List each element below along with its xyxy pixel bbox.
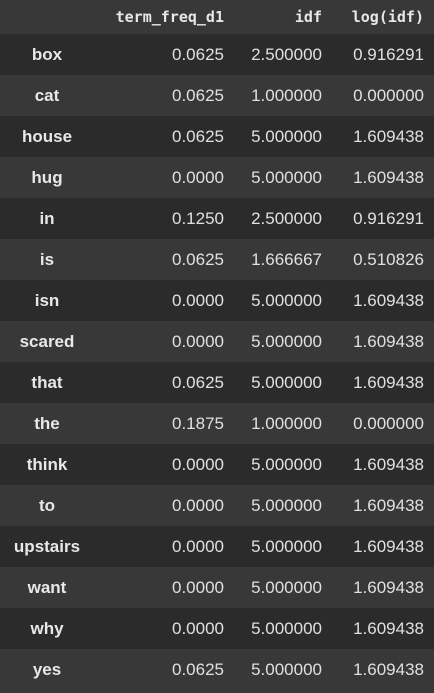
table-row: yes 0.0625 5.000000 1.609438 (0, 649, 434, 690)
cell-log-idf: 1.609438 (353, 454, 424, 474)
cell-idf: 5.000000 (251, 126, 322, 146)
cell-term-freq-d1: 0.0625 (172, 372, 224, 392)
row-index-label: box (31, 44, 63, 64)
cell-idf: 5.000000 (251, 372, 322, 392)
table-row: that 0.0625 5.000000 1.609438 (0, 362, 434, 403)
cell-idf: 1.000000 (251, 85, 322, 105)
table-row: upstairs 0.0000 5.000000 1.609438 (0, 526, 434, 567)
table-row: want 0.0000 5.000000 1.609438 (0, 567, 434, 608)
cell-log-idf: 1.609438 (353, 577, 424, 597)
table-row: hug 0.0000 5.000000 1.609438 (0, 157, 434, 198)
table-header: term_freq_d1 idf log(idf) (0, 0, 434, 34)
cell-idf: 1.000000 (251, 413, 322, 433)
table-row: think 0.0000 5.000000 1.609438 (0, 444, 434, 485)
row-index-label: is (39, 249, 55, 269)
cell-log-idf: 1.609438 (353, 536, 424, 556)
cell-log-idf: 1.609438 (353, 659, 424, 679)
header-row: term_freq_d1 idf log(idf) (0, 0, 434, 34)
table-row: house 0.0625 5.000000 1.609438 (0, 116, 434, 157)
cell-log-idf: 1.609438 (353, 290, 424, 310)
cell-log-idf: 0.916291 (353, 44, 424, 64)
cell-log-idf: 1.609438 (353, 126, 424, 146)
row-index-label: yes (32, 659, 62, 679)
cell-log-idf: 0.000000 (353, 413, 424, 433)
cell-term-freq-d1: 0.1875 (172, 413, 224, 433)
cell-idf: 5.000000 (251, 290, 322, 310)
cell-log-idf: 1.609438 (353, 618, 424, 638)
cell-term-freq-d1: 0.0000 (172, 454, 224, 474)
table-row: why 0.0000 5.000000 1.609438 (0, 608, 434, 649)
cell-idf: 2.500000 (251, 44, 322, 64)
table-row: the 0.1875 1.000000 0.000000 (0, 403, 434, 444)
cell-term-freq-d1: 0.1250 (172, 208, 224, 228)
row-index-label: cat (34, 85, 60, 105)
cell-idf: 5.000000 (251, 167, 322, 187)
table-row: in 0.1250 2.500000 0.916291 (0, 198, 434, 239)
table-row: to 0.0000 5.000000 1.609438 (0, 485, 434, 526)
table-body: box 0.0625 2.500000 0.916291 cat 0.0625 1.0000… (0, 34, 434, 690)
cell-term-freq-d1: 0.0625 (172, 126, 224, 146)
cell-idf: 2.500000 (251, 208, 322, 228)
cell-term-freq-d1: 0.0625 (172, 44, 224, 64)
table-row: cat 0.0625 1.000000 0.000000 (0, 75, 434, 116)
cell-log-idf: 1.609438 (353, 372, 424, 392)
cell-idf: 5.000000 (251, 659, 322, 679)
cell-term-freq-d1: 0.0625 (172, 659, 224, 679)
cell-idf: 5.000000 (251, 618, 322, 638)
row-index-label: to (38, 495, 56, 515)
row-index-label: want (27, 577, 67, 597)
column-header-term-freq-d1: term_freq_d1 (115, 8, 224, 26)
cell-idf: 5.000000 (251, 577, 322, 597)
row-index-label: the (34, 413, 60, 433)
cell-idf: 5.000000 (251, 454, 322, 474)
row-index-label: isn (34, 290, 60, 310)
cell-term-freq-d1: 0.0000 (172, 290, 224, 310)
cell-log-idf: 1.609438 (353, 331, 424, 351)
row-index-label: hug (31, 167, 63, 187)
cell-idf: 5.000000 (251, 495, 322, 515)
row-index-label: that (31, 372, 63, 392)
row-index-label: think (26, 454, 68, 474)
row-index-label: why (30, 618, 64, 638)
cell-log-idf: 0.000000 (353, 85, 424, 105)
cell-log-idf: 1.609438 (353, 495, 424, 515)
cell-idf: 5.000000 (251, 536, 322, 556)
table-row: scared 0.0000 5.000000 1.609438 (0, 321, 434, 362)
cell-term-freq-d1: 0.0000 (172, 167, 224, 187)
column-header-idf: idf (294, 8, 322, 26)
cell-idf: 1.666667 (251, 249, 322, 269)
cell-term-freq-d1: 0.0000 (172, 495, 224, 515)
cell-term-freq-d1: 0.0625 (172, 85, 224, 105)
cell-log-idf: 1.609438 (353, 167, 424, 187)
cell-term-freq-d1: 0.0000 (172, 618, 224, 638)
cell-idf: 5.000000 (251, 331, 322, 351)
row-index-label: scared (19, 331, 75, 351)
cell-term-freq-d1: 0.0625 (172, 249, 224, 269)
row-index-label: in (39, 208, 55, 228)
row-index-label: house (21, 126, 73, 146)
cell-term-freq-d1: 0.0000 (172, 331, 224, 351)
table-row: box 0.0625 2.500000 0.916291 (0, 34, 434, 75)
column-header-log-idf: log(idf) (351, 8, 424, 26)
row-index-label: upstairs (13, 536, 81, 556)
table-row: is 0.0625 1.666667 0.510826 (0, 239, 434, 280)
cell-term-freq-d1: 0.0000 (172, 577, 224, 597)
table-row: isn 0.0000 5.000000 1.609438 (0, 280, 434, 321)
cell-log-idf: 0.510826 (353, 249, 424, 269)
cell-log-idf: 0.916291 (353, 208, 424, 228)
cell-term-freq-d1: 0.0000 (172, 536, 224, 556)
index-header (0, 0, 94, 34)
